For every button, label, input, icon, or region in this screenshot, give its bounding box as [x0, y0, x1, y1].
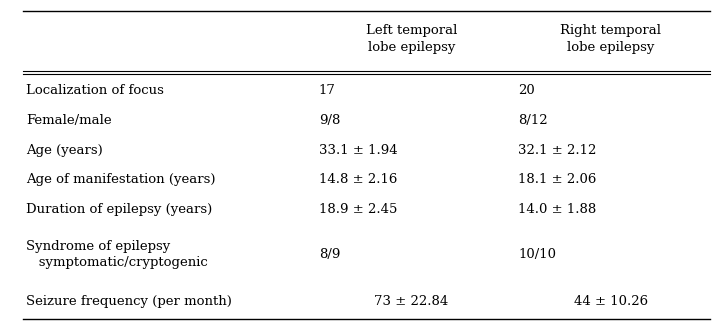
Text: 8/12: 8/12	[518, 114, 548, 127]
Text: 73 ± 22.84: 73 ± 22.84	[374, 295, 449, 308]
Text: Duration of epilepsy (years): Duration of epilepsy (years)	[27, 203, 213, 216]
Text: Right temporal
lobe epilepsy: Right temporal lobe epilepsy	[560, 24, 661, 54]
Text: 14.8 ± 2.16: 14.8 ± 2.16	[319, 173, 397, 186]
Text: Localization of focus: Localization of focus	[27, 84, 165, 97]
Text: 10/10: 10/10	[518, 248, 557, 260]
Text: 17: 17	[319, 84, 336, 97]
Text: 8/9: 8/9	[319, 248, 340, 260]
Text: 18.1 ± 2.06: 18.1 ± 2.06	[518, 173, 597, 186]
Text: Age of manifestation (years): Age of manifestation (years)	[27, 173, 216, 186]
Text: 33.1 ± 1.94: 33.1 ± 1.94	[319, 144, 398, 156]
Text: 44 ± 10.26: 44 ± 10.26	[574, 295, 648, 308]
Text: 18.9 ± 2.45: 18.9 ± 2.45	[319, 203, 397, 216]
Text: 20: 20	[518, 84, 535, 97]
Text: Syndrome of epilepsy
   symptomatic/cryptogenic: Syndrome of epilepsy symptomatic/cryptog…	[27, 239, 209, 269]
Text: 32.1 ± 2.12: 32.1 ± 2.12	[518, 144, 597, 156]
Text: 14.0 ± 1.88: 14.0 ± 1.88	[518, 203, 597, 216]
Text: Female/male: Female/male	[27, 114, 112, 127]
Text: Age (years): Age (years)	[27, 144, 104, 156]
Text: 9/8: 9/8	[319, 114, 340, 127]
Text: Left temporal
lobe epilepsy: Left temporal lobe epilepsy	[366, 24, 457, 54]
Text: Seizure frequency (per month): Seizure frequency (per month)	[27, 295, 232, 308]
